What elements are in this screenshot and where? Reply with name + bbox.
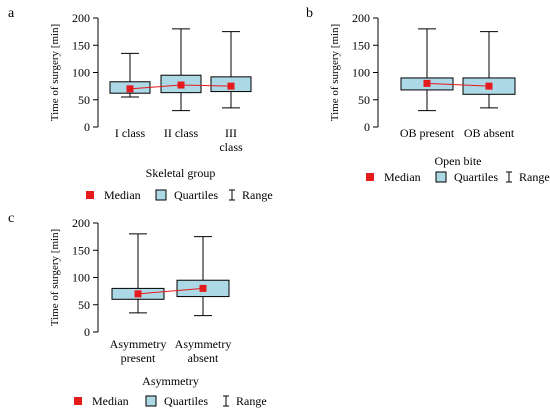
legend-quartiles-label: Quartiles	[164, 394, 208, 408]
y-axis-label: Time of surgery [min]	[49, 229, 61, 326]
y-tick-label: 0	[84, 325, 90, 339]
median-line	[426, 82, 490, 87]
median-marker	[199, 284, 207, 292]
legend-quartiles-label: Quartiles	[174, 188, 218, 202]
x-tick-label: absent	[188, 351, 219, 365]
y-tick-label: 200	[72, 11, 90, 25]
legend-quartiles-swatch	[155, 189, 167, 201]
legend-quartiles-swatch	[435, 171, 447, 183]
y-tick-label: 200	[72, 216, 90, 230]
median-line	[137, 287, 204, 295]
legend-range-label: Range	[236, 394, 267, 408]
legend-quartiles-swatch	[145, 395, 157, 407]
y-tick-label: 150	[352, 38, 370, 52]
panel-a: a 0 50 100 150 200 Time of surgery [min] I clas…	[8, 6, 273, 202]
legend-quartiles-label: Quartiles	[454, 170, 498, 184]
y-tick-label: 100	[352, 66, 370, 80]
y-tick-label: 200	[352, 11, 370, 25]
x-tick-label: Asymmetry	[175, 337, 232, 351]
y-tick-label: 150	[72, 38, 90, 52]
x-axis-label: Asymmetry	[142, 374, 199, 388]
legend-median-label: Median	[104, 188, 141, 202]
x-axis-label: Skeletal group	[146, 166, 216, 180]
y-tick-label: 50	[358, 93, 370, 107]
median-marker	[126, 85, 134, 93]
y-tick-label: 50	[78, 298, 90, 312]
legend-median-label: Median	[384, 170, 421, 184]
x-tick-label: present	[121, 351, 156, 365]
x-tick-label: III	[225, 126, 237, 140]
x-tick-label: Asymmetry	[110, 337, 167, 351]
panel-b: b 0 50 100 150 200 Time of surgery [min] OB pre…	[306, 6, 550, 184]
panel-label: a	[8, 6, 15, 21]
legend-median-label: Median	[92, 394, 129, 408]
panel-c: c 0 50 100 150 200 Time of surgery [min] Asymme…	[8, 211, 267, 408]
median-marker	[227, 82, 235, 90]
legend-median-swatch	[366, 173, 374, 181]
y-tick-label: 0	[364, 120, 370, 134]
x-tick-label: OB present	[400, 126, 455, 140]
x-tick-label: II class	[164, 126, 199, 140]
panel-label: b	[306, 6, 313, 21]
legend-range-label: Range	[242, 188, 273, 202]
y-tick-label: 0	[84, 120, 90, 134]
legend-median-swatch	[74, 397, 82, 405]
y-axis-label: Time of surgery [min]	[329, 24, 341, 121]
y-tick-label: 100	[72, 66, 90, 80]
y-axis-label: Time of surgery [min]	[49, 24, 61, 121]
y-tick-label: 100	[72, 271, 90, 285]
median-marker	[134, 290, 142, 298]
median-marker	[177, 81, 185, 89]
x-tick-label: I class	[115, 126, 146, 140]
legend-median-swatch	[86, 191, 94, 199]
median-marker	[423, 79, 431, 87]
median-marker	[485, 82, 493, 90]
x-tick-label: OB absent	[464, 126, 515, 140]
x-tick-label: class	[219, 140, 243, 154]
y-tick-label: 150	[72, 243, 90, 257]
x-axis-label: Open bite	[435, 154, 482, 168]
legend-range-label: Range	[519, 170, 550, 184]
panel-label: c	[8, 211, 14, 226]
y-tick-label: 50	[78, 93, 90, 107]
